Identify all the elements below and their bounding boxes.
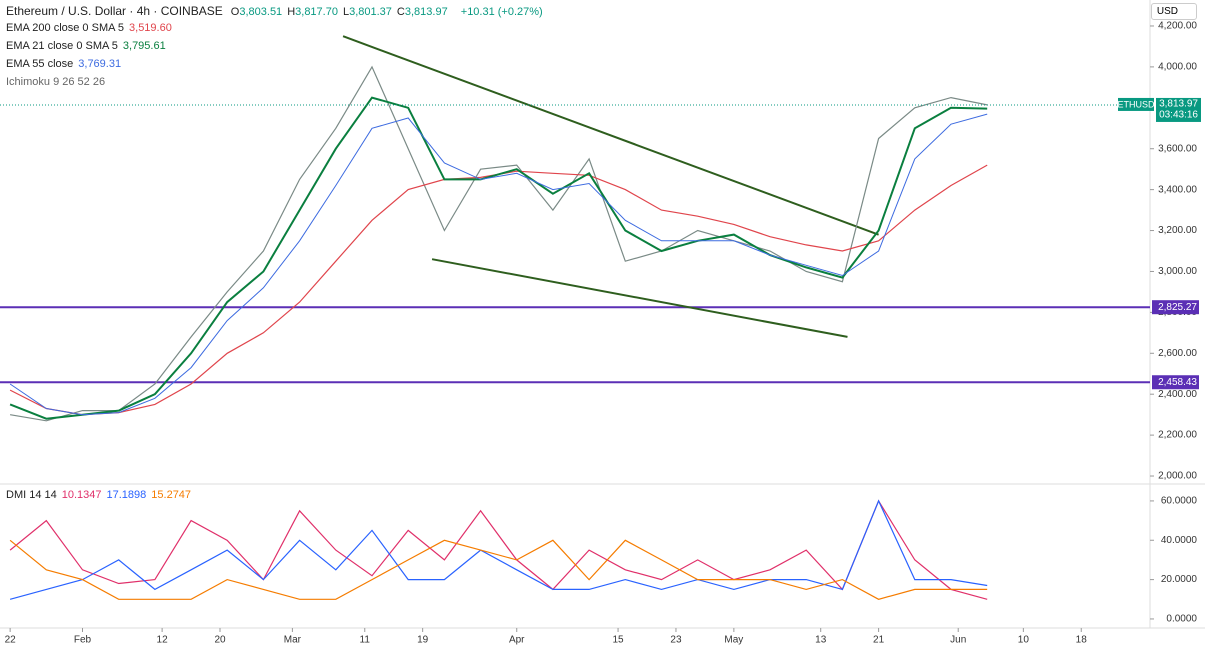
ohlc-key: H bbox=[287, 6, 296, 18]
legend-entry: Ichimoku 9 26 52 26 bbox=[6, 76, 110, 88]
trendline bbox=[431, 258, 848, 338]
currency-button[interactable]: USD bbox=[1150, 3, 1197, 20]
legend-entry: EMA 55 close 3,769.31 bbox=[6, 58, 126, 70]
series-line bbox=[9, 499, 988, 600]
y-tick-label: 3,600.00 bbox=[1158, 143, 1197, 154]
legend-value: 3,769.31 bbox=[78, 58, 122, 70]
symbol-label: ETHUSD bbox=[1117, 99, 1155, 109]
x-tick-label: 23 bbox=[670, 635, 682, 646]
price-label: 3,813.97 bbox=[1159, 99, 1198, 110]
ohlc-key: C bbox=[396, 6, 405, 18]
level-label: 2,458.43 bbox=[1158, 377, 1197, 388]
trendline bbox=[342, 35, 879, 236]
y-tick-label: 60.0000 bbox=[1161, 496, 1198, 507]
legend-name: EMA 21 close 0 SMA 5 bbox=[6, 40, 118, 52]
legend-name: DMI 14 14 bbox=[6, 489, 57, 501]
legend-value: 17.1898 bbox=[106, 489, 147, 501]
header: Ethereum / U.S. Dollar · 4h · COINBASE O… bbox=[6, 4, 548, 18]
x-tick-label: 21 bbox=[873, 635, 885, 646]
y-tick-label: 3,200.00 bbox=[1158, 225, 1197, 236]
x-tick-label: 20 bbox=[214, 635, 226, 646]
legend-value: 3,795.61 bbox=[122, 40, 166, 52]
legend-value: 10.1347 bbox=[61, 489, 102, 501]
symbol-title: Ethereum / U.S. Dollar · 4h · COINBASE bbox=[6, 4, 223, 18]
y-tick-label: 3,400.00 bbox=[1158, 184, 1197, 195]
legend-entry: EMA 200 close 0 SMA 5 3,519.60 bbox=[6, 22, 177, 34]
y-tick-label: 0.0000 bbox=[1166, 614, 1197, 625]
symbol-box bbox=[1118, 97, 1154, 111]
y-tick-label: 2,000.00 bbox=[1158, 471, 1197, 482]
y-tick-label: 3,000.00 bbox=[1158, 266, 1197, 277]
series-line bbox=[9, 96, 988, 420]
y-tick-label: 2,200.00 bbox=[1158, 430, 1197, 441]
x-tick-label: 10 bbox=[1018, 635, 1030, 646]
series-line bbox=[9, 113, 988, 416]
x-tick-label: 13 bbox=[815, 635, 827, 646]
ohlc-value: 3,801.37 bbox=[349, 6, 392, 18]
y-tick-label: 4,200.00 bbox=[1158, 21, 1197, 32]
level-label-box bbox=[1152, 300, 1199, 315]
x-tick-label: 22 bbox=[5, 635, 17, 646]
level-label: 2,825.27 bbox=[1158, 302, 1197, 313]
series-line bbox=[9, 164, 988, 416]
x-tick-label: 12 bbox=[157, 635, 169, 646]
y-tick-label: 2,600.00 bbox=[1158, 348, 1197, 359]
ohlc: O3,803.51 H3,817.70 L3,801.37 C3,813.97 bbox=[231, 6, 453, 18]
series-line bbox=[9, 539, 988, 600]
ohlc-key: O bbox=[230, 6, 240, 18]
ohlc-value: 3,803.51 bbox=[239, 6, 283, 18]
series-line bbox=[9, 499, 988, 600]
x-tick-label: 11 bbox=[360, 635, 371, 646]
legend-value: 15.2747 bbox=[151, 489, 192, 501]
y-tick-label: 40.0000 bbox=[1161, 535, 1198, 546]
legend-value: 3,519.60 bbox=[129, 22, 172, 34]
countdown-label: 03:43:16 bbox=[1159, 110, 1198, 121]
series-line bbox=[10, 65, 988, 422]
x-tick-label: Jun bbox=[950, 635, 966, 646]
legend-entry: EMA 21 close 0 SMA 5 3,795.61 bbox=[6, 40, 171, 52]
ohlc-value: 3,813.97 bbox=[404, 6, 448, 18]
x-tick-label: Mar bbox=[284, 635, 302, 646]
ohlc-value: 3,817.70 bbox=[295, 6, 338, 18]
y-tick-label: 2,400.00 bbox=[1158, 389, 1197, 400]
change: +10.31 (+0.27%) bbox=[460, 6, 543, 18]
x-tick-label: 15 bbox=[612, 635, 624, 646]
legend-name: EMA 55 close bbox=[6, 58, 74, 70]
dmi-legend: DMI 14 14 10.1347 17.1898 15.2747 bbox=[6, 489, 196, 501]
legend-name: Ichimoku 9 26 52 26 bbox=[6, 76, 106, 88]
x-tick-label: Feb bbox=[74, 635, 92, 646]
y-tick-label: 4,000.00 bbox=[1158, 62, 1197, 73]
x-tick-label: May bbox=[724, 635, 743, 646]
price-box bbox=[1156, 97, 1201, 122]
x-tick-label: 18 bbox=[1076, 635, 1088, 646]
x-tick-label: Apr bbox=[509, 635, 525, 646]
x-tick-label: 19 bbox=[417, 635, 429, 646]
y-tick-label: 20.0000 bbox=[1161, 574, 1198, 585]
ohlc-key: L bbox=[342, 6, 350, 18]
legend-name: EMA 200 close 0 SMA 5 bbox=[6, 22, 125, 34]
level-label-box bbox=[1152, 375, 1199, 390]
